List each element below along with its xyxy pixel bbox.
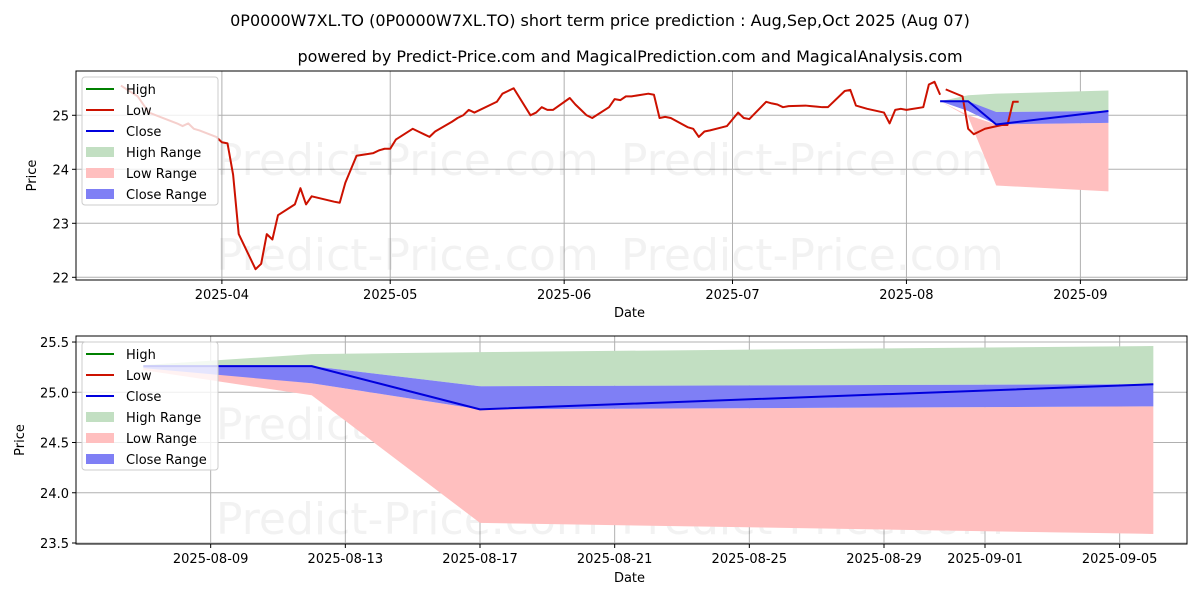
axes-frame — [75, 335, 1188, 545]
low-range-band — [143, 366, 1154, 534]
low-series-tail-line — [945, 88, 1019, 136]
legend-label: High Range — [126, 411, 201, 426]
x-tick-label: 2025-08-21 — [577, 552, 653, 567]
legend-label: Close Range — [126, 453, 207, 468]
watermark: Predict-Price.com — [621, 230, 1004, 281]
legend-label: Low — [126, 369, 152, 384]
legend-key-low-range — [86, 168, 114, 178]
legend-label: Low Range — [126, 432, 197, 447]
x-tick-label: 2025-08-09 — [173, 552, 249, 567]
x-tick-label: 2025-08-17 — [442, 552, 518, 567]
close-range-band — [143, 366, 1154, 410]
plot-area — [120, 80, 1109, 271]
x-tick-label: 2025-08 — [879, 288, 933, 303]
x-axis-label: Date — [614, 306, 645, 321]
legend-label: Close — [126, 390, 161, 405]
y-tick-label: 24.5 — [40, 437, 69, 452]
legend-label: High Range — [126, 146, 201, 161]
plot-area — [143, 346, 1154, 534]
legend-key-close-range — [86, 189, 114, 199]
y-axis-label: Price — [25, 160, 40, 192]
low-range-band — [940, 101, 1109, 192]
y-tick-label: 23 — [52, 217, 69, 232]
legend-label: High — [126, 348, 156, 363]
y-tick-label: 25 — [52, 109, 69, 124]
close-series-line — [940, 100, 1109, 126]
legend-key-high-range — [86, 412, 114, 422]
chart-subtitle: powered by Predict-Price.com and Magical… — [297, 47, 962, 66]
lower-plot: Predict-Price.comPredict-Price.comPredic… — [13, 335, 1188, 586]
legend-frame — [81, 76, 219, 206]
legend: High Low Close High Range Low Range Close Ran… — [81, 341, 219, 471]
x-tick-label: 2025-08-13 — [308, 552, 384, 567]
watermark: Predict-Price.com — [216, 135, 599, 186]
low-series-line — [120, 80, 942, 271]
x-tick-label: 2025-06 — [537, 288, 591, 303]
legend-key-close-range — [86, 454, 114, 464]
y-tick-label: 25.0 — [40, 386, 69, 401]
x-tick-label: 2025-08-25 — [712, 552, 788, 567]
legend: High Low Close High Range Low Range Close Ran… — [81, 76, 219, 206]
x-tick-label: 2025-04 — [195, 288, 249, 303]
legend-key-low-range — [86, 433, 114, 443]
legend-label: Low Range — [126, 167, 197, 182]
y-tick-label: 25.5 — [40, 336, 69, 351]
chart-title: 0P0000W7XL.TO (0P0000W7XL.TO) short term… — [230, 11, 970, 30]
close-range-band — [940, 101, 1109, 125]
y-tick-label: 24 — [52, 163, 69, 178]
x-tick-label: 2025-08-29 — [846, 552, 922, 567]
x-axis-label: Date — [614, 571, 645, 586]
x-tick-label: 2025-07 — [705, 288, 759, 303]
x-tick-label: 2025-09-01 — [947, 552, 1023, 567]
y-tick-label: 24.0 — [40, 487, 69, 502]
watermark: Predict-Price.com — [621, 135, 1004, 186]
x-tick-label: 2025-05 — [363, 288, 417, 303]
x-tick-label: 2025-09-05 — [1082, 552, 1158, 567]
y-tick-label: 23.5 — [40, 537, 69, 552]
legend-label: Close Range — [126, 188, 207, 203]
y-tick-label: 22 — [52, 271, 69, 286]
close-series-line — [143, 365, 1154, 411]
watermark: Predict-Price.com — [216, 230, 599, 281]
legend-frame — [81, 341, 219, 471]
legend-label: Low — [126, 104, 152, 119]
legend-label: High — [126, 83, 156, 98]
high-range-band — [143, 346, 1154, 387]
legend-label: Close — [126, 125, 161, 140]
axes-frame — [75, 70, 1188, 281]
upper-plot: Predict-Price.com Predict-Price.com Predic… — [25, 70, 1188, 321]
y-axis-label: Price — [13, 424, 28, 456]
legend-key-high-range — [86, 147, 114, 157]
x-tick-label: 2025-09 — [1053, 288, 1107, 303]
